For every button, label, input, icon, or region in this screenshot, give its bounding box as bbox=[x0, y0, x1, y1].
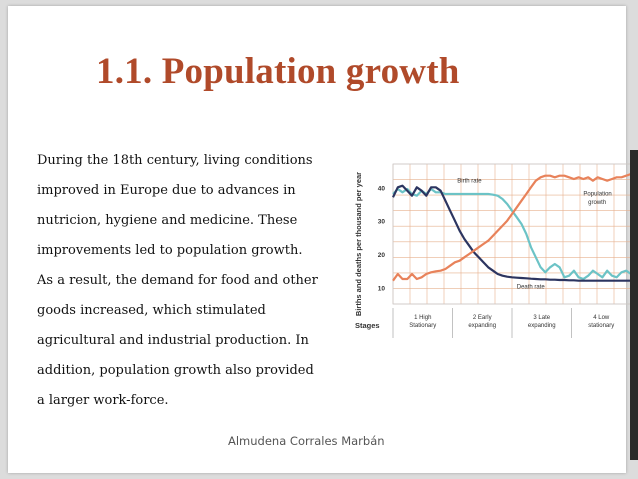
body-line: nutricion, hygiene and medicine. These bbox=[37, 213, 298, 228]
body-text: During the 18th century, living conditio… bbox=[37, 146, 337, 416]
series-line-birth-rate bbox=[392, 187, 632, 281]
series-label-population: Population bbox=[583, 192, 611, 198]
x-axis-label: Stages bbox=[355, 321, 380, 330]
stage-label: 4 Low bbox=[593, 315, 610, 321]
stage-label: stationary bbox=[588, 323, 614, 329]
body-line: a larger work-force. bbox=[37, 393, 169, 408]
series-label-population: growth bbox=[588, 200, 606, 206]
window-edge bbox=[630, 150, 638, 460]
body-line: improved in Europe due to advances in bbox=[37, 183, 296, 198]
body-line: goods increased, which stimulated bbox=[37, 303, 266, 318]
body-line: As a result, the demand for food and oth… bbox=[37, 273, 318, 288]
y-tick-label: 10 bbox=[378, 285, 386, 292]
slide-title: 1.1. Population growth bbox=[96, 51, 460, 92]
series-line-population bbox=[392, 172, 632, 282]
y-tick-label: 20 bbox=[378, 252, 386, 259]
stage-label: expanding bbox=[468, 323, 496, 329]
body-line: improvements led to population growth. bbox=[37, 243, 303, 258]
demographic-transition-chart: 10 20 30 40 Births and deaths per thousand p… bbox=[354, 163, 632, 338]
series-label-death-rate: Death rate bbox=[517, 284, 546, 290]
stage-label: 3 Late bbox=[533, 315, 550, 321]
series-line-death-rate bbox=[392, 184, 631, 282]
stage-label: expanding bbox=[528, 323, 556, 329]
y-tick-label: 40 bbox=[378, 185, 386, 192]
stage-label: Stationary bbox=[409, 323, 436, 329]
y-tick-label: 30 bbox=[378, 219, 386, 226]
stage-label: 2 Early bbox=[473, 315, 492, 321]
stage-label: 1 High bbox=[414, 315, 431, 321]
slide: 1.1. Population growth During the 18th c… bbox=[8, 6, 632, 473]
series-label-birth-rate: Birth rate bbox=[457, 178, 482, 184]
body-line: addition, population growth also provide… bbox=[37, 363, 314, 378]
body-line: agricultural and industrial production. … bbox=[37, 333, 309, 348]
body-line: During the 18th century, living conditio… bbox=[37, 153, 313, 168]
y-axis-label: Births and deaths per thousand per year bbox=[354, 172, 363, 316]
footer-author: Almudena Corrales Marbán bbox=[228, 434, 385, 448]
